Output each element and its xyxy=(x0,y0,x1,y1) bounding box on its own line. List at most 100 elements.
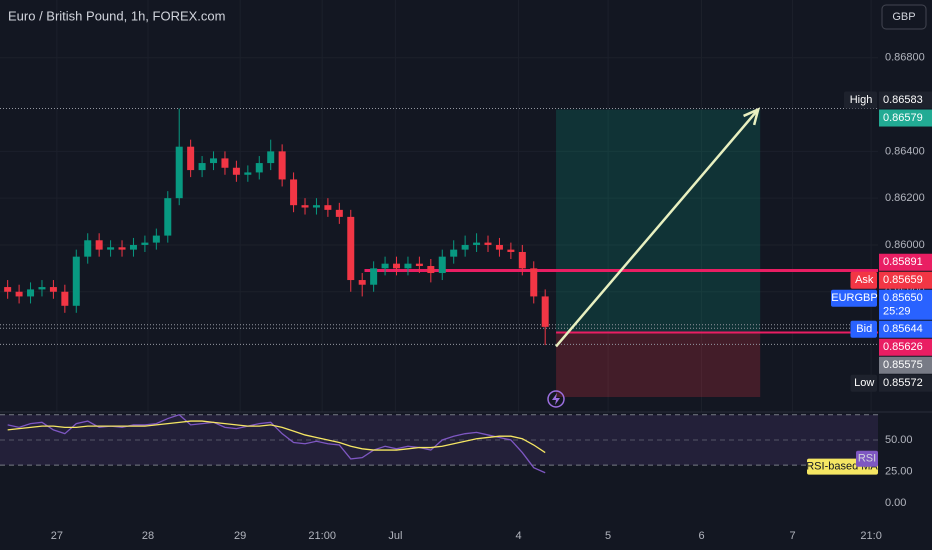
x-tick-label: 5 xyxy=(605,530,611,542)
x-tick-label: 6 xyxy=(698,530,704,542)
price-pane xyxy=(0,107,878,398)
currency[interactable]: GBP xyxy=(892,11,915,23)
candle-body xyxy=(4,287,12,292)
price-tag: High xyxy=(850,94,873,106)
candle-body xyxy=(152,235,160,243)
price-tag: Bid xyxy=(856,323,872,335)
countdown: 25:29 xyxy=(883,306,911,318)
rsi-band xyxy=(0,414,878,466)
price-label-box xyxy=(879,320,932,338)
candle-body xyxy=(404,263,412,269)
candle-body xyxy=(461,244,469,250)
overlay: 0.868000.864000.862000.860000.8580027282… xyxy=(0,52,932,542)
alert-icon[interactable] xyxy=(547,390,565,408)
rsi-ma-line xyxy=(7,420,546,454)
candle-body xyxy=(415,263,423,267)
x-tick-label: 7 xyxy=(790,530,796,542)
candle-body xyxy=(393,263,401,269)
y-tick-label: 0.86200 xyxy=(885,192,925,204)
candle-body xyxy=(61,291,69,306)
price-label-box xyxy=(879,91,932,109)
candle-body xyxy=(518,251,526,269)
price-label-box xyxy=(879,109,932,127)
arrow-head xyxy=(743,107,761,126)
price-label: 0.85650 xyxy=(883,292,923,304)
candle-body xyxy=(175,146,183,199)
price-label-box xyxy=(879,356,932,374)
candle-body xyxy=(450,249,458,257)
stop-zone xyxy=(556,332,761,398)
price-label-box xyxy=(879,271,932,289)
candle-body xyxy=(278,151,286,180)
x-tick-label: Jul xyxy=(388,530,402,542)
currency-button[interactable] xyxy=(881,4,927,30)
price-label: 0.86583 xyxy=(883,94,923,106)
candle-body xyxy=(187,146,195,171)
candle-body xyxy=(347,216,355,281)
rsi-tick-label: 0.00 xyxy=(885,497,906,509)
price-label: 0.85659 xyxy=(883,274,923,286)
price-label: 0.85891 xyxy=(883,256,923,268)
x-tick-label: 21:00 xyxy=(308,530,336,542)
price-tag: Ask xyxy=(855,274,874,286)
candle-body xyxy=(95,240,103,250)
candle-body xyxy=(290,179,298,206)
candle-body xyxy=(232,167,240,175)
candle-body xyxy=(381,263,389,269)
price-tag-box xyxy=(831,289,877,307)
x-tick-label: 29 xyxy=(234,530,246,542)
candle-body xyxy=(118,247,126,250)
price-label: 0.86579 xyxy=(883,112,923,124)
candle-body xyxy=(72,256,80,306)
price-label: 0.85575 xyxy=(883,359,923,371)
candle-body xyxy=(164,198,172,236)
candle-body xyxy=(38,287,46,290)
candle-body xyxy=(49,287,57,292)
candle-body xyxy=(244,172,252,175)
price-label-box xyxy=(879,253,932,271)
candle-body xyxy=(141,242,149,245)
price-tag-box xyxy=(850,374,877,392)
x-tick-label: 27 xyxy=(51,530,63,542)
candle-body xyxy=(107,247,115,250)
candle-body xyxy=(301,205,309,208)
rsi-pane xyxy=(0,414,878,474)
x-tick-label: 4 xyxy=(515,530,521,542)
price-label: 0.85572 xyxy=(883,377,923,389)
candle-body xyxy=(312,205,320,208)
rsi-label: RSI xyxy=(858,453,876,465)
candle-body xyxy=(221,158,229,168)
rsi-label-box xyxy=(856,450,878,467)
candle-body xyxy=(27,289,35,297)
candle-body xyxy=(495,244,503,250)
candle-body xyxy=(541,296,549,327)
candle-body xyxy=(530,268,538,297)
candle-body xyxy=(210,158,218,164)
candle-body xyxy=(267,151,275,164)
candle-body xyxy=(473,242,481,245)
candle-body xyxy=(335,209,343,217)
price-label: 0.85644 xyxy=(883,323,923,335)
candle-body xyxy=(427,266,435,274)
price-label-box xyxy=(879,374,932,392)
rsi-tick-label: 25.00 xyxy=(885,465,913,477)
candle-body xyxy=(358,280,366,285)
candle-body xyxy=(15,291,23,297)
price-label-box xyxy=(879,338,932,356)
candle-body xyxy=(324,205,332,210)
price-tag-box xyxy=(850,320,877,338)
candle-body xyxy=(129,244,137,250)
price-tag: Low xyxy=(854,377,874,389)
x-tick-label: 21:0 xyxy=(860,530,881,542)
candle-body xyxy=(370,268,378,285)
candle-body xyxy=(438,256,446,274)
chart-title: Euro / British Pound, 1h, FOREX.com xyxy=(8,8,225,23)
y-tick-label: 0.86800 xyxy=(885,52,925,64)
price-tag: EURGBP xyxy=(831,292,877,304)
price-label-box xyxy=(879,289,932,320)
candle-body xyxy=(84,240,92,257)
candle-body xyxy=(484,242,492,245)
candle-body xyxy=(255,163,263,173)
